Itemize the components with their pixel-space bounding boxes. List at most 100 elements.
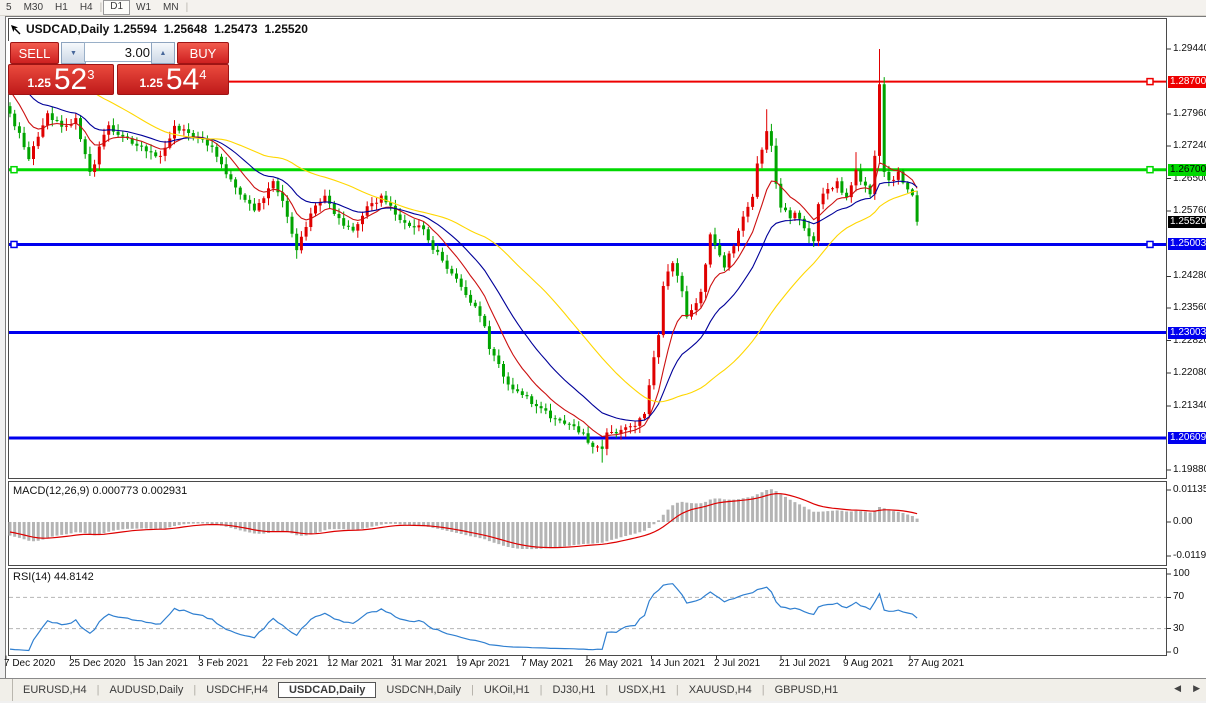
- tab-scroll-arrows: ◀ ▶: [1174, 683, 1200, 694]
- buy-price-display[interactable]: 1.25 54 4: [117, 64, 229, 95]
- hline-handle[interactable]: [10, 240, 18, 249]
- date-axis-label: 22 Feb 2021: [262, 658, 319, 669]
- chart-tab-dj30-h1[interactable]: DJ30,H1: [552, 684, 596, 696]
- price-tick-label: 1.27240: [1173, 140, 1206, 151]
- hline-price-label: 1.26700: [1168, 164, 1206, 176]
- sell-price-prefix: 1.25: [27, 76, 51, 90]
- main-pane: [8, 18, 1167, 479]
- tab-separator: |: [470, 684, 474, 696]
- price-tick-label: 1.27960: [1173, 108, 1206, 119]
- moving-average-line-3: [9, 42, 918, 403]
- macd-scale-label: 0.01135: [1173, 484, 1206, 495]
- chart-tab-usdcnh-daily[interactable]: USDCNH,Daily: [386, 684, 461, 696]
- date-axis-label: 25 Dec 2020: [69, 658, 126, 669]
- chart-title: USDCAD,Daily 1.25594 1.25648 1.25473 1.2…: [9, 21, 308, 37]
- rsi-scale-label: 100: [1173, 568, 1190, 579]
- chart-symbol: USDCAD,Daily: [26, 22, 110, 36]
- ohlc-close: 1.25520: [264, 22, 308, 36]
- buy-price-prefix: 1.25: [139, 76, 163, 90]
- tab-separator: |: [539, 684, 543, 696]
- chart-tab-audusd-daily[interactable]: AUDUSD,Daily: [109, 684, 184, 696]
- chart-tab-eurusd-h4[interactable]: EURUSD,H4: [23, 684, 87, 696]
- tab-separator: |: [193, 684, 197, 696]
- date-axis-label: 2 Jul 2021: [714, 658, 761, 669]
- tab-separator: |: [675, 684, 679, 696]
- chart-tab-bar: EURUSD,H4 | AUDUSD,Daily | USDCHF,H4 USDCAD,D…: [0, 678, 1206, 701]
- date-axis-label: 26 May 2021: [585, 658, 643, 669]
- date-axis-label: 3 Feb 2021: [198, 658, 249, 669]
- date-axis-label: 15 Jan 2021: [133, 658, 189, 669]
- hline-handle[interactable]: [10, 165, 18, 174]
- date-axis-label: 31 Mar 2021: [391, 658, 448, 669]
- hline-price-label: 1.23003: [1168, 327, 1206, 339]
- price-tick-label: 1.22820: [1173, 335, 1206, 346]
- volume-input[interactable]: 3.00: [84, 42, 156, 62]
- sell-price-big: 52: [53, 62, 88, 96]
- timeframe-button-h4[interactable]: H4: [79, 2, 93, 13]
- hline-handle[interactable]: [1146, 77, 1154, 86]
- price-tick-label: 1.29440: [1173, 43, 1206, 54]
- price-tick-label: 1.19880: [1173, 464, 1206, 475]
- sell-price-display[interactable]: 1.25 52 3: [8, 64, 114, 95]
- timeframe-button-mn[interactable]: MN: [163, 2, 179, 13]
- toolbar-separator: |: [99, 2, 103, 13]
- hline-handle[interactable]: [1146, 240, 1154, 249]
- hline-price-label: 1.28700: [1168, 76, 1206, 88]
- one-click-trading-panel: SELL ▼ 3.00 ▲ BUY 1.25 52 3 1.25 54 4: [8, 41, 229, 95]
- tab-scroll-left-arrow[interactable]: ◀: [1174, 683, 1182, 693]
- price-tick-label: 1.24280: [1173, 270, 1206, 281]
- tab-separator: |: [761, 684, 765, 696]
- moving-average-line-2: [9, 69, 918, 422]
- volume-increase-button[interactable]: ▲: [151, 42, 175, 64]
- macd-indicator-label: MACD(12,26,9) 0.000773 0.002931: [13, 485, 188, 497]
- buy-price-big: 54: [165, 62, 200, 96]
- price-tick-label: 1.21340: [1173, 400, 1206, 411]
- timeframe-button-d1[interactable]: D1: [103, 0, 131, 15]
- chart-tab-usdx-h1[interactable]: USDX,H1: [618, 684, 666, 696]
- tab-separator: |: [96, 684, 100, 696]
- hline-handle[interactable]: [1146, 165, 1154, 174]
- date-axis-label: 14 Jun 2021: [650, 658, 706, 669]
- buy-price-sup: 4: [199, 67, 207, 82]
- chart-tab-usdchf-h4[interactable]: USDCHF,H4: [206, 684, 268, 696]
- ohlc-low: 1.25473: [214, 22, 258, 36]
- date-axis-label: 12 Mar 2021: [327, 658, 384, 669]
- price-tick-label: 1.25760: [1173, 205, 1206, 216]
- macd-scale-label: 0.00: [1173, 516, 1193, 527]
- timeframe-toolbar: 5 M30 H1 H4 | D1 W1 MN |: [0, 0, 1206, 16]
- toolbar-separator: |: [185, 2, 189, 13]
- hline-price-label: 1.20609: [1168, 432, 1206, 444]
- timeframe-button-w1[interactable]: W1: [136, 2, 152, 13]
- rsi-pane: [8, 568, 1167, 656]
- macd-scale-label: -0.01190: [1173, 550, 1206, 561]
- macd-signal-line: [9, 492, 918, 549]
- tab-scroll-right-arrow[interactable]: ▶: [1193, 683, 1200, 693]
- date-axis-label: 9 Aug 2021: [843, 658, 894, 669]
- chart-tab-usdcad-daily[interactable]: USDCAD,Daily: [278, 682, 377, 698]
- date-axis-label: 19 Apr 2021: [456, 658, 510, 669]
- tab-separator: |: [605, 684, 609, 696]
- chart-tab-ukoil-h1[interactable]: UKOil,H1: [483, 684, 530, 696]
- timeframe-button-m30[interactable]: M30: [23, 2, 44, 13]
- date-axis-label: 21 Jul 2021: [779, 658, 831, 669]
- sell-price-sup: 3: [87, 67, 95, 82]
- chart-cursor-icon: [11, 24, 21, 34]
- rsi-line: [9, 583, 918, 652]
- date-axis-label: 7 Dec 2020: [4, 658, 56, 669]
- buy-button[interactable]: BUY: [177, 42, 229, 64]
- rsi-indicator-label: RSI(14) 44.8142: [13, 571, 94, 583]
- chart-tab-xauusd-h4[interactable]: XAUUSD,H4: [688, 684, 752, 696]
- macd-histogram: [8, 489, 919, 550]
- current-price-label: 1.25520: [1168, 216, 1206, 228]
- timeframe-button-h1[interactable]: H1: [55, 2, 68, 13]
- ohlc-open: 1.25594: [113, 22, 157, 36]
- chart-tab-gbpusd-h1[interactable]: GBPUSD,H1: [774, 684, 839, 696]
- timeframe-button-5[interactable]: 5: [6, 2, 12, 13]
- rsi-scale-label: 0: [1173, 646, 1179, 657]
- volume-decrease-button[interactable]: ▼: [61, 42, 86, 64]
- sell-button[interactable]: SELL: [10, 42, 59, 64]
- date-axis-label: 7 May 2021: [521, 658, 574, 669]
- ohlc-high: 1.25648: [163, 22, 208, 36]
